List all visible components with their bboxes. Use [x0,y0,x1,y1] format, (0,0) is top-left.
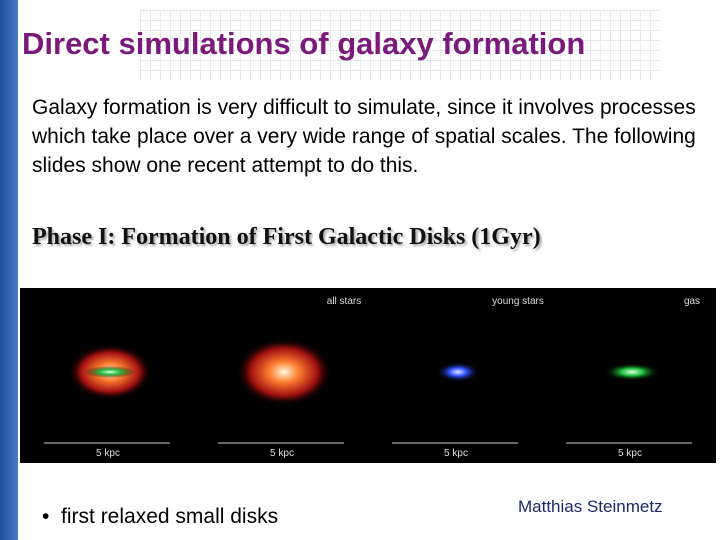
scale-label: 5 kpc [270,448,294,459]
scale-label: 5 kpc [444,448,468,459]
scale-label: 5 kpc [618,448,642,459]
side-bar [0,0,18,540]
panel-label: all stars [327,296,361,307]
scale-label: 5 kpc [96,448,120,459]
author: Matthias Steinmetz [518,497,663,516]
bullet-item: • first relaxed small disks [42,505,279,528]
grid-decoration [140,10,660,80]
galaxy [604,363,660,381]
body-text: Galaxy formation is very difficult to si… [32,96,696,177]
panel-label: gas [684,296,700,307]
bullet-text: first relaxed small disks [61,505,279,528]
slide-title: Direct simulations of galaxy formation [22,26,586,61]
panel-label: young stars [492,296,544,307]
simulation-image: 5 kpc all stars 5 kpc young stars 5 kpc gas 5 … [20,288,716,463]
galaxy [236,338,332,406]
subtitle: Phase I: Formation of First Galactic Dis… [32,224,541,250]
galaxy [84,366,136,378]
galaxy [436,362,480,382]
